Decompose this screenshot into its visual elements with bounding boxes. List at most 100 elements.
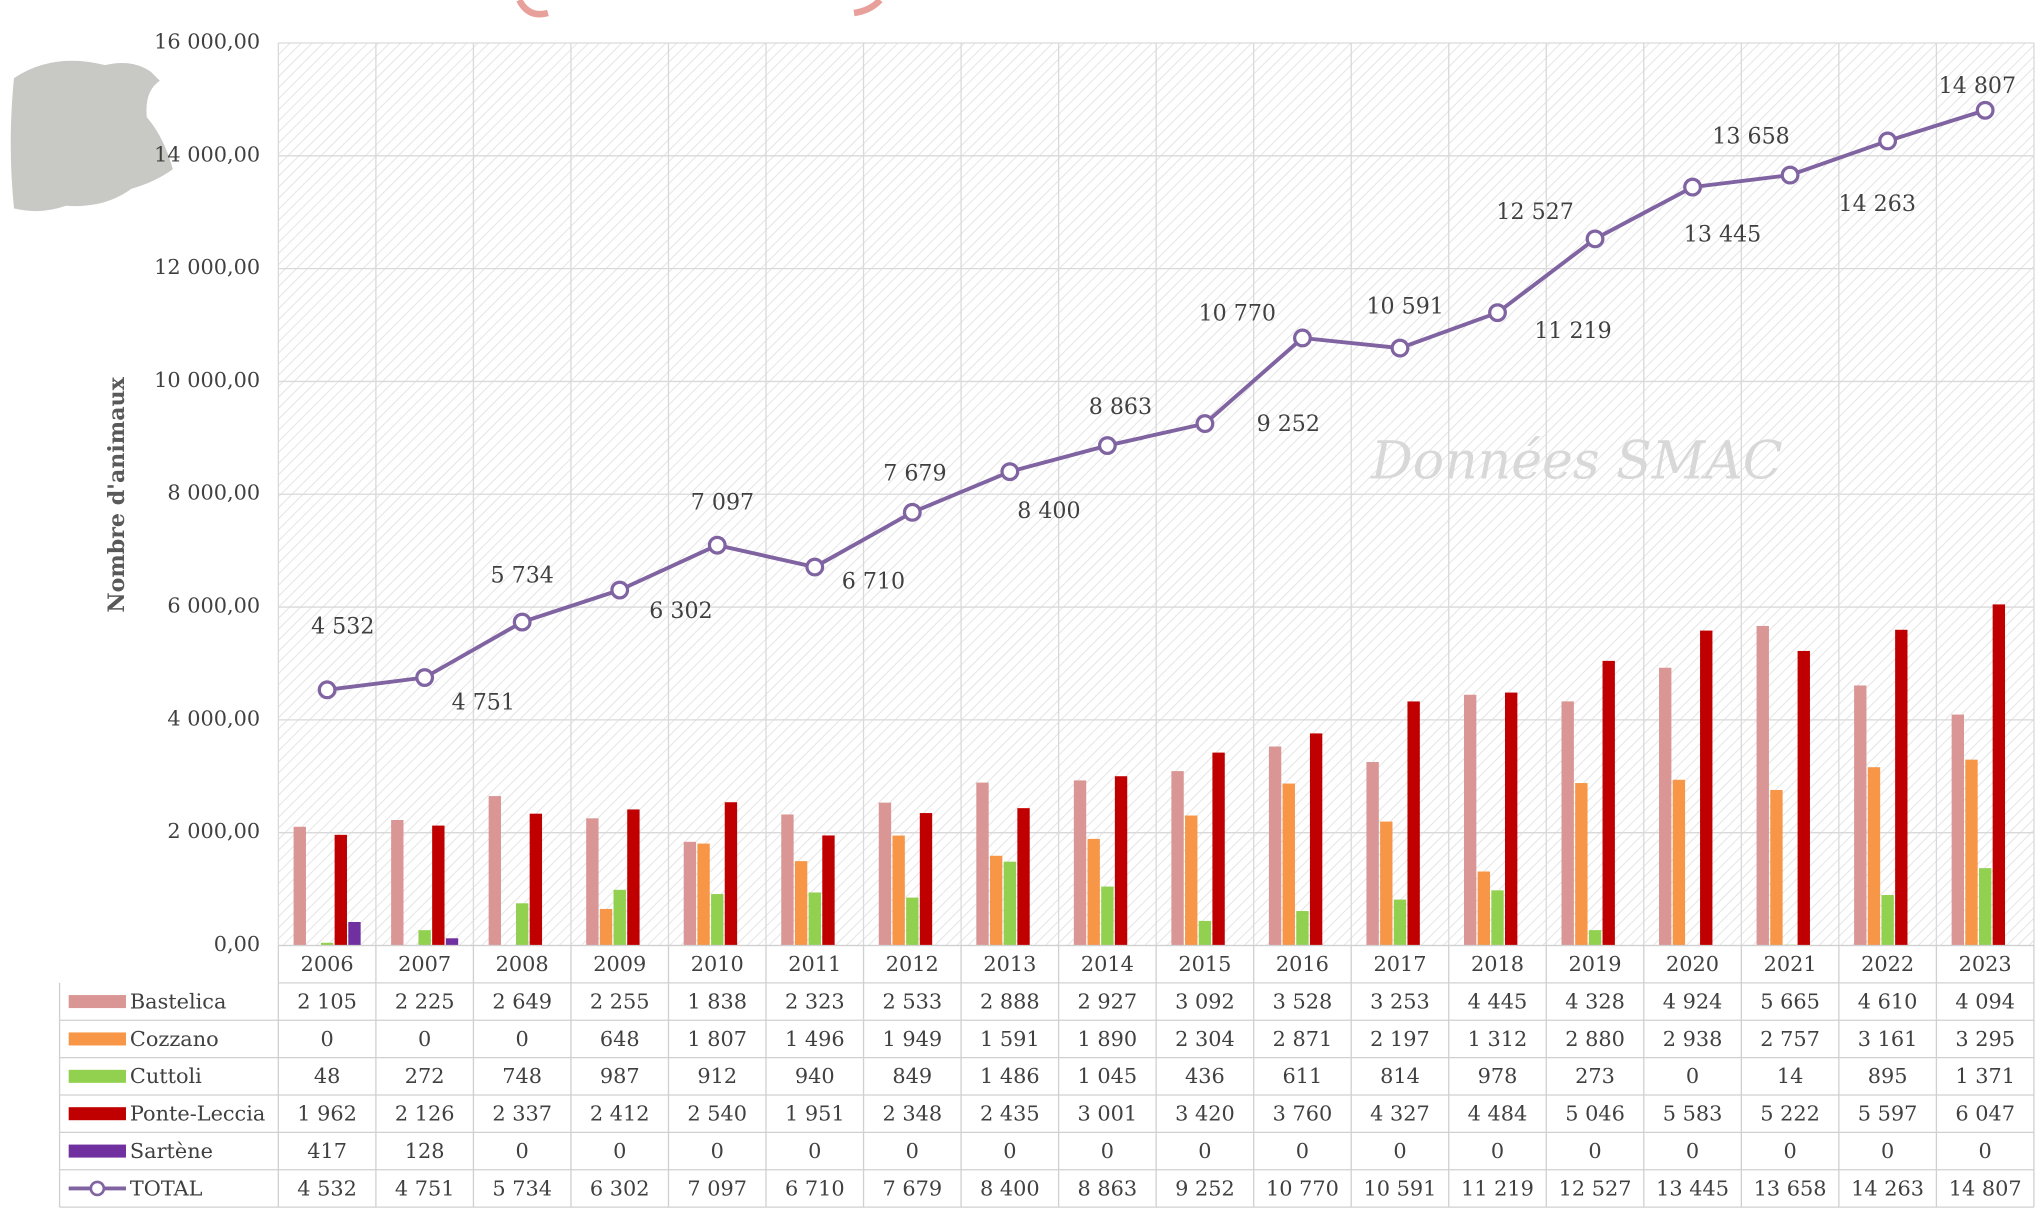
table-cell: 4 484 (1468, 1102, 1528, 1126)
line-point (1490, 305, 1506, 321)
decor-arc (519, 0, 880, 14)
line-point (417, 670, 433, 686)
x-tick-label: 2012 (886, 952, 939, 976)
data-label: 4 532 (311, 613, 374, 639)
data-label: 13 445 (1684, 221, 1761, 247)
legend-key (69, 995, 126, 1008)
table-cell: 11 219 (1461, 1176, 1534, 1200)
table-cell: 978 (1478, 1064, 1518, 1088)
bar (781, 814, 793, 945)
table-cell: 6 047 (1955, 1102, 2015, 1126)
bar (432, 826, 444, 946)
bar (1854, 685, 1866, 945)
bar (1199, 921, 1211, 946)
bar (1088, 839, 1100, 946)
data-label: 8 863 (1089, 394, 1152, 420)
data-label: 11 219 (1534, 318, 1611, 344)
line-point (319, 682, 335, 698)
table-cell: 0 (1783, 1139, 1796, 1163)
table-cell: 0 (711, 1139, 724, 1163)
bar (1366, 762, 1378, 945)
table-cell: 2 880 (1565, 1027, 1625, 1051)
bar (1171, 771, 1183, 945)
table-cell: 1 591 (980, 1027, 1040, 1051)
table-cell: 7 679 (882, 1176, 942, 1200)
line-point (1197, 416, 1213, 432)
chart: Données SMAC Nombre d'animaux 0,002 000,… (0, 0, 2044, 1219)
data-label: 5 734 (491, 562, 554, 588)
bar (1185, 816, 1197, 946)
x-tick-label: 2007 (398, 952, 451, 976)
line-point (1002, 464, 1018, 480)
table-cell: 5 597 (1858, 1102, 1918, 1126)
bar (294, 827, 306, 946)
line-point (1100, 438, 1116, 454)
bar (516, 903, 528, 945)
legend-label: Sartène (130, 1139, 213, 1163)
x-tick-label: 2013 (983, 952, 1036, 976)
table-cell: 2 533 (882, 989, 942, 1013)
bar (1561, 701, 1573, 945)
bar (1115, 776, 1127, 945)
line-point (1295, 330, 1311, 346)
line-point (904, 505, 920, 521)
table-cell: 1 838 (687, 989, 747, 1013)
table-cell: 2 435 (980, 1102, 1040, 1126)
bar (920, 813, 932, 945)
data-label: 10 591 (1366, 294, 1443, 320)
line-point (807, 559, 823, 575)
table-cell: 814 (1380, 1064, 1420, 1088)
table-cell: 611 (1283, 1064, 1323, 1088)
table-cell: 13 445 (1656, 1176, 1729, 1200)
bar (1491, 890, 1503, 945)
bar (1074, 780, 1086, 945)
bar (1283, 784, 1295, 946)
x-tick-label: 2023 (1959, 952, 2012, 976)
table-cell: 2 225 (395, 989, 455, 1013)
x-tick-label: 2015 (1178, 952, 1231, 976)
legend-key (69, 1070, 126, 1083)
table-cell: 8 400 (980, 1176, 1040, 1200)
table-cell: 1 045 (1078, 1064, 1138, 1088)
table-cell: 0 (1881, 1139, 1894, 1163)
table-cell: 3 001 (1078, 1102, 1138, 1126)
table-cell: 0 (613, 1139, 626, 1163)
table-cell: 5 734 (492, 1176, 552, 1200)
bar (795, 861, 807, 945)
bar (1478, 871, 1490, 945)
table-cell: 648 (600, 1027, 640, 1051)
x-tick-label: 2016 (1276, 952, 1329, 976)
y-tick-label: 4 000,00 (167, 706, 260, 730)
bar (711, 894, 723, 945)
watermark: Données SMAC (1370, 431, 1783, 491)
bar (418, 930, 430, 945)
bar (990, 856, 1002, 946)
bar (1757, 626, 1769, 946)
line-point (1880, 133, 1896, 149)
y-tick-label: 2 000,00 (167, 819, 260, 843)
table-cell: 1 496 (785, 1027, 845, 1051)
table-cell: 5 046 (1565, 1102, 1625, 1126)
table-cell: 2 412 (590, 1102, 650, 1126)
table-cell: 912 (697, 1064, 737, 1088)
y-tick-label: 14 000,00 (154, 142, 260, 166)
bar (1269, 746, 1281, 945)
table-cell: 2 337 (492, 1102, 552, 1126)
x-tick-label: 2010 (691, 952, 744, 976)
table-cell: 0 (1686, 1064, 1699, 1088)
bar (1770, 790, 1782, 946)
bar (1575, 783, 1587, 945)
table-cell: 2 304 (1175, 1027, 1235, 1051)
table-cell: 3 092 (1175, 989, 1235, 1013)
bar (600, 909, 612, 946)
table-cell: 0 (1393, 1139, 1406, 1163)
table-cell: 14 807 (1949, 1176, 2022, 1200)
logo (11, 61, 173, 211)
bar (586, 818, 598, 945)
bar (1659, 668, 1671, 946)
bar (1407, 701, 1419, 945)
table-cell: 6 710 (785, 1176, 845, 1200)
data-label: 9 252 (1257, 411, 1320, 437)
bar (391, 820, 403, 946)
bar (614, 890, 626, 946)
